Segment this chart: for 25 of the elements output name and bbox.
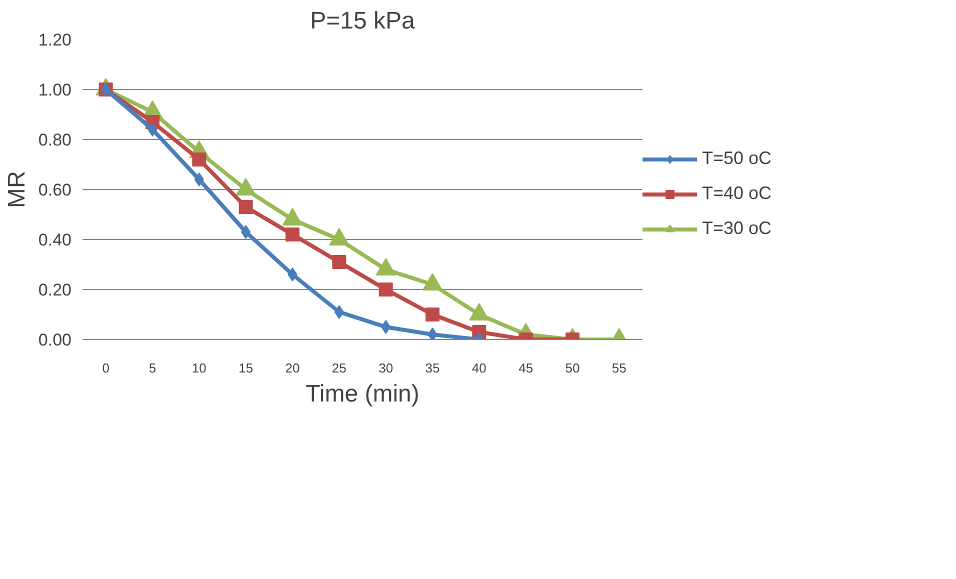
- legend-label: T=30 oC: [702, 218, 772, 239]
- y-tick-label: 1.00: [38, 80, 72, 100]
- x-tick-label: 20: [285, 360, 300, 376]
- x-tick-label: 15: [238, 360, 254, 376]
- x-tick-label: 40: [472, 360, 486, 376]
- y-tick-label: 0.60: [38, 180, 72, 200]
- x-tick-label: 55: [612, 360, 626, 376]
- y-tick-label: 1.20: [38, 30, 72, 50]
- x-tick-label: 45: [518, 360, 534, 376]
- chart-title: P=15 kPa: [310, 8, 416, 34]
- y-tick-label: 0.20: [38, 280, 72, 300]
- x-tick-label: 30: [378, 360, 394, 376]
- x-tick-label: 0: [102, 360, 110, 376]
- legend-label: T=50 oC: [702, 148, 772, 169]
- x-tick-label: 35: [425, 360, 440, 376]
- y-tick-label: 0.00: [38, 330, 72, 350]
- x-axis-title: Time (min): [306, 380, 420, 408]
- x-tick-label: 5: [148, 360, 156, 376]
- x-tick-label: 25: [332, 360, 346, 376]
- legend-label: T=40 oC: [702, 183, 772, 204]
- x-tick-label: 50: [565, 360, 580, 376]
- x-tick-label: 10: [192, 360, 206, 376]
- y-tick-label: 0.80: [38, 130, 72, 150]
- y-tick-label: 0.40: [38, 230, 72, 250]
- y-axis-title: MR: [3, 170, 30, 208]
